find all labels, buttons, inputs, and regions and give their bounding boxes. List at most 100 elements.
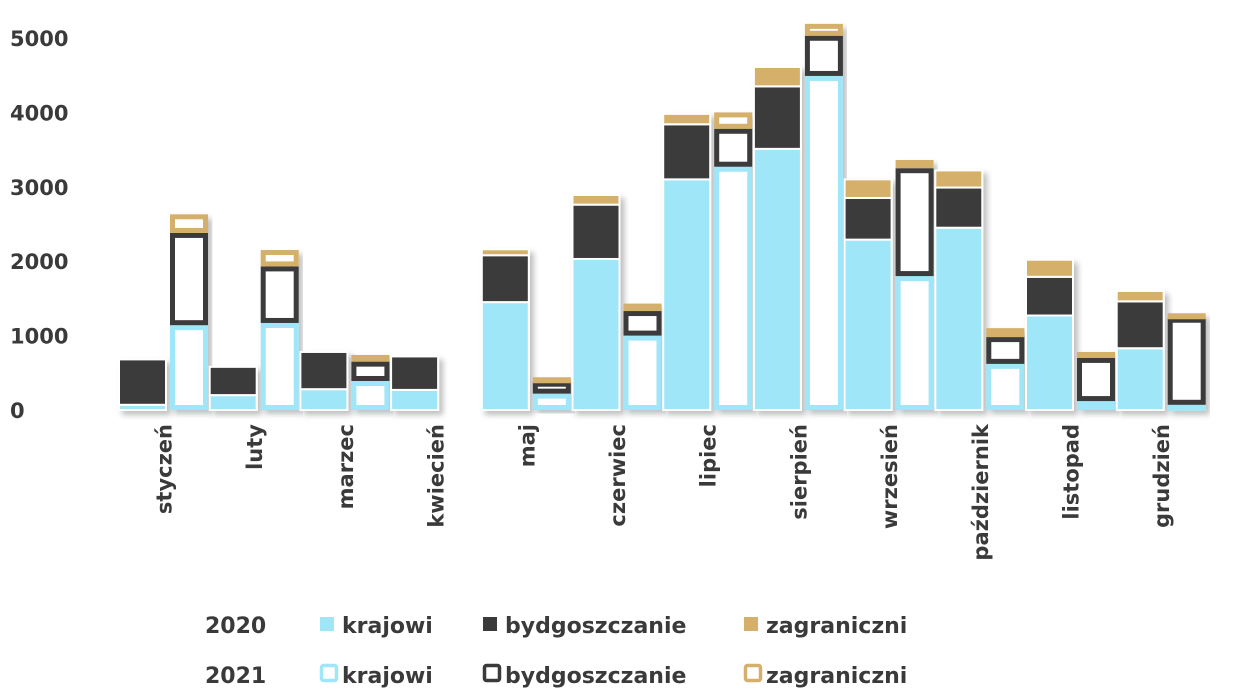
bar-2020-bydgoszczanie	[934, 186, 984, 229]
x-tick-label: maj	[515, 424, 539, 467]
legend-label-krajowi: krajowi	[342, 614, 433, 639]
y-axis: 0 1000 2000 3000 4000 5000	[10, 27, 68, 423]
x-tick-label: grudzień	[1150, 424, 1174, 528]
bar-2021-bydgoszczanie	[351, 361, 390, 381]
legend: 2020 krajowi bydgoszczanie zagraniczni 2021 k…	[205, 614, 907, 689]
bar-2020-zagraniczni	[1025, 258, 1074, 278]
x-tick-label: listopad	[1060, 424, 1084, 520]
bar-2021-bydgoszczanie	[1167, 317, 1206, 405]
bar-2021-bydgoszczanie	[895, 168, 934, 277]
bar-2021-zagraniczni	[623, 303, 662, 312]
bar-group-2020	[843, 178, 893, 411]
bar-2021-bydgoszczanie	[532, 381, 571, 394]
bar-2020-krajowi	[662, 178, 712, 411]
bar-2021-krajowi	[1167, 404, 1206, 411]
bar-group-2021	[623, 303, 662, 411]
bar-2020-bydgoszczanie	[571, 203, 621, 260]
bar-2020-bydgoszczanie	[752, 85, 802, 150]
x-tick-label: wrzesień	[878, 424, 902, 529]
bar-2021-zagraniczni	[1167, 313, 1206, 320]
legend-label-krajowi: krajowi	[342, 664, 433, 689]
bar-2021-zagraniczni	[804, 23, 843, 36]
bar-group-2020	[662, 112, 712, 411]
x-tick-label: luty	[243, 424, 267, 470]
bar-2020-zagraniczni	[571, 193, 621, 206]
bar-2020-krajowi	[299, 388, 349, 411]
bar-2020-bydgoszczanie	[843, 196, 893, 241]
bar-2020-krajowi	[1025, 314, 1074, 411]
bar-group-2020	[1115, 289, 1165, 411]
y-tick-label: 3000	[10, 176, 68, 200]
legend-label-zagraniczni: zagraniczni	[766, 614, 907, 639]
bar-group-2020	[1025, 258, 1074, 411]
bar-2021-zagraniczni	[986, 328, 1025, 338]
bar-group-2021	[170, 214, 208, 410]
legend-label-bydgoszczanie: bydgoszczanie	[505, 614, 686, 639]
bar-2021-bydgoszczanie	[1077, 357, 1115, 402]
y-tick-label: 5000	[10, 27, 68, 51]
bar-2020-zagraniczni	[752, 66, 802, 88]
bar-group-2021	[260, 250, 299, 410]
legend-label-zagraniczni: zagraniczni	[766, 664, 907, 689]
bar-2020-krajowi	[480, 301, 530, 411]
bar-2020-bydgoszczanie	[118, 358, 167, 406]
bar-2021-krajowi	[986, 363, 1025, 411]
bar-2020-krajowi	[1115, 347, 1165, 411]
bar-2020-krajowi	[752, 147, 802, 412]
bar-2020-bydgoszczanie	[299, 350, 349, 391]
legend-label-bydgoszczanie: bydgoszczanie	[505, 664, 686, 689]
bar-group-2020	[571, 193, 621, 411]
bar-2021-zagraniczni	[895, 160, 934, 169]
bar-2020-zagraniczni	[843, 178, 893, 199]
y-tick-label: 1000	[10, 325, 68, 349]
bar-2021-krajowi	[260, 322, 299, 410]
bar-2020-krajowi	[571, 257, 621, 411]
x-tick-label: styczeń	[153, 424, 177, 514]
x-tick-label: lipiec	[697, 424, 721, 487]
bar-2020-zagraniczni	[934, 169, 984, 189]
bar-2021-bydgoszczanie	[623, 311, 662, 336]
bar-2020-bydgoszczanie	[662, 123, 712, 181]
bar-group-2021	[532, 377, 571, 410]
bar-2020-bydgoszczanie	[480, 254, 530, 304]
bar-group-2020	[299, 350, 349, 411]
bar-group-2021	[895, 160, 934, 410]
bar-2021-zagraniczni	[351, 354, 390, 362]
y-tick-label: 0	[10, 399, 25, 423]
bar-2021-bydgoszczanie	[170, 232, 208, 326]
y-tick-label: 4000	[10, 101, 68, 125]
bar-2020-zagraniczni	[480, 248, 530, 257]
x-tick-label: marzec	[334, 424, 358, 509]
bar-group-2020	[390, 355, 440, 411]
bar-group-2021	[986, 328, 1025, 411]
bar-2021-krajowi	[623, 335, 662, 411]
legend-swatch-krajowi-outline	[319, 663, 339, 683]
bar-group-2020	[208, 365, 258, 411]
x-tick-label: kwiecień	[425, 424, 449, 528]
bar-2020-bydgoszczanie	[1115, 300, 1165, 350]
bar-2021-krajowi	[714, 166, 753, 410]
bar-2021-krajowi	[895, 276, 934, 410]
bar-2020-zagraniczni	[662, 112, 712, 126]
bar-2020-krajowi	[390, 388, 440, 411]
bar-group-2021	[714, 112, 753, 410]
bar-2020-bydgoszczanie	[1025, 275, 1074, 317]
bar-group-2020	[752, 66, 802, 412]
bar-2021-krajowi	[532, 393, 571, 410]
legend-year-2020: 2020	[205, 614, 266, 639]
bar-2021-zagraniczni	[532, 377, 571, 384]
bar-2021-zagraniczni	[714, 112, 753, 129]
bar-group-2021	[1167, 313, 1206, 411]
bar-group-2021	[351, 354, 390, 411]
bar-2020-bydgoszczanie	[208, 365, 258, 397]
bar-2021-bydgoszczanie	[986, 337, 1025, 364]
bar-2021-zagraniczni	[170, 214, 208, 233]
legend-swatch-zagraniczni-outline	[743, 663, 763, 683]
bar-group-2020	[934, 169, 984, 411]
y-tick-label: 2000	[10, 250, 68, 274]
bar-2021-krajowi	[351, 380, 390, 411]
bar-2021-krajowi	[170, 325, 208, 410]
bar-2020-krajowi	[934, 226, 984, 411]
